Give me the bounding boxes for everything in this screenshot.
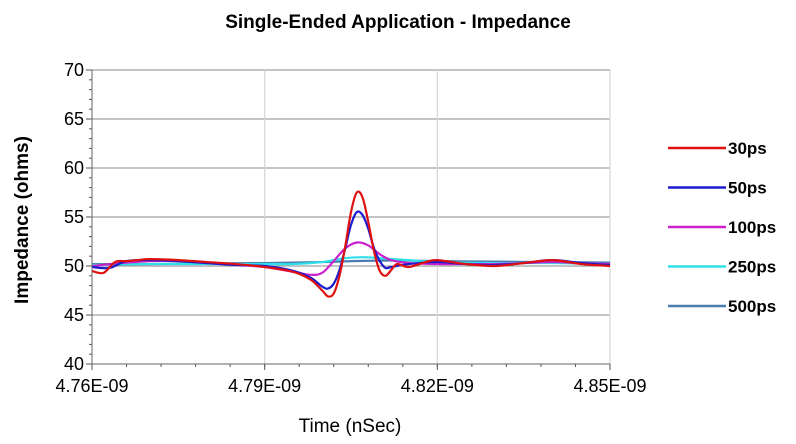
y-tick-label: 70 — [64, 60, 84, 80]
legend-label: 50ps — [728, 179, 767, 198]
legend-label: 250ps — [728, 258, 776, 277]
x-tick-label: 4.82E-09 — [401, 376, 474, 396]
x-axis-label: Time (nSec) — [299, 416, 402, 437]
series-line-50ps — [91, 210, 611, 290]
legend-label: 30ps — [728, 139, 767, 158]
x-tick-labels: 4.76E-09 4.79E-09 4.82E-09 4.85E-09 — [55, 376, 646, 396]
axes — [86, 69, 611, 370]
series-lines — [91, 190, 611, 298]
legend: 30ps 50ps 100ps 250ps 500ps — [668, 139, 776, 316]
legend-label: 500ps — [728, 297, 776, 316]
y-tick-label: 55 — [64, 207, 84, 227]
x-tick-label: 4.76E-09 — [55, 376, 128, 396]
legend-label: 100ps — [728, 218, 776, 237]
x-tick-label: 4.79E-09 — [228, 376, 301, 396]
y-tick-label: 60 — [64, 158, 84, 178]
series-line-30ps — [91, 190, 611, 298]
y-tick-label: 40 — [64, 354, 84, 374]
y-tick-label: 65 — [64, 109, 84, 129]
grid-lines — [92, 69, 611, 364]
y-tick-labels: 40 45 50 55 60 65 70 — [64, 60, 84, 374]
y-axis-label: Impedance (ohms) — [12, 136, 33, 304]
y-tick-label: 50 — [64, 256, 84, 276]
y-tick-label: 45 — [64, 305, 84, 325]
chart-title: Single-Ended Application - Impedance — [225, 12, 571, 33]
x-tick-label: 4.85E-09 — [573, 376, 646, 396]
